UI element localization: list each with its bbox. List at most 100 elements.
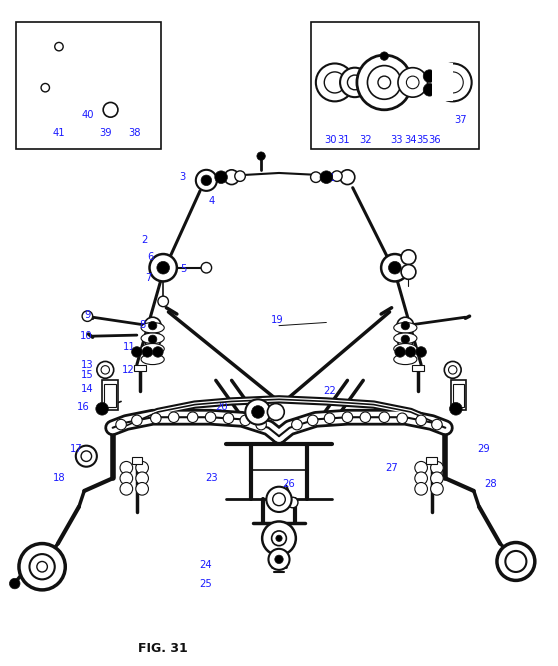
Circle shape — [97, 362, 114, 378]
Circle shape — [262, 521, 296, 555]
Text: 23: 23 — [205, 474, 218, 484]
Text: 39: 39 — [99, 128, 112, 138]
Circle shape — [367, 65, 401, 99]
Circle shape — [240, 415, 251, 426]
Text: FIG. 31: FIG. 31 — [138, 642, 188, 655]
Text: 33: 33 — [391, 135, 403, 145]
Bar — [102, 380, 118, 410]
Circle shape — [406, 76, 419, 89]
Text: 41: 41 — [52, 128, 65, 138]
Circle shape — [136, 482, 148, 495]
Circle shape — [116, 420, 126, 430]
Text: 11: 11 — [123, 342, 136, 352]
Text: 15: 15 — [81, 370, 94, 380]
Text: 30: 30 — [324, 135, 337, 145]
Circle shape — [144, 317, 161, 334]
Text: 1: 1 — [329, 173, 335, 183]
Circle shape — [388, 262, 401, 274]
Circle shape — [398, 68, 427, 97]
Text: 3: 3 — [179, 172, 185, 182]
Ellipse shape — [141, 344, 164, 354]
Bar — [311, 23, 479, 149]
Text: 17: 17 — [69, 444, 82, 454]
Circle shape — [81, 451, 92, 462]
Text: 35: 35 — [416, 135, 429, 145]
Bar — [451, 380, 466, 410]
Circle shape — [267, 404, 284, 420]
Circle shape — [136, 472, 148, 485]
Bar — [432, 63, 453, 101]
Circle shape — [435, 71, 445, 81]
Circle shape — [275, 555, 283, 563]
Circle shape — [215, 171, 228, 184]
Circle shape — [268, 549, 290, 570]
Bar — [453, 384, 464, 407]
Circle shape — [415, 482, 427, 495]
Circle shape — [416, 415, 426, 426]
Circle shape — [153, 347, 163, 357]
Circle shape — [223, 413, 234, 424]
Bar — [134, 364, 146, 371]
Text: 29: 29 — [477, 444, 489, 454]
Circle shape — [311, 172, 321, 182]
Text: 12: 12 — [122, 365, 135, 375]
Text: 27: 27 — [385, 463, 398, 473]
Circle shape — [103, 103, 118, 117]
Circle shape — [434, 63, 472, 101]
Text: 20: 20 — [215, 402, 228, 412]
Circle shape — [148, 322, 157, 330]
Circle shape — [397, 317, 414, 334]
Circle shape — [380, 52, 388, 61]
Circle shape — [235, 171, 246, 181]
Circle shape — [37, 561, 47, 572]
Circle shape — [142, 347, 153, 357]
Circle shape — [431, 472, 443, 485]
Text: 9: 9 — [84, 310, 90, 320]
Text: 2: 2 — [141, 235, 147, 245]
Circle shape — [132, 415, 142, 426]
Circle shape — [316, 63, 354, 101]
Circle shape — [449, 366, 457, 374]
Circle shape — [55, 43, 63, 51]
Circle shape — [432, 420, 442, 430]
Circle shape — [136, 462, 148, 474]
Circle shape — [340, 68, 369, 97]
Circle shape — [397, 331, 414, 348]
Circle shape — [144, 331, 161, 348]
Circle shape — [76, 446, 97, 467]
Circle shape — [342, 412, 353, 422]
Circle shape — [423, 70, 436, 83]
Text: 32: 32 — [359, 135, 372, 145]
Circle shape — [360, 412, 371, 422]
Text: 31: 31 — [337, 135, 349, 145]
Ellipse shape — [141, 354, 164, 364]
Circle shape — [150, 254, 177, 282]
Circle shape — [331, 171, 342, 181]
Circle shape — [266, 487, 292, 512]
Circle shape — [416, 347, 426, 357]
Circle shape — [444, 362, 461, 378]
Bar — [132, 458, 142, 464]
Circle shape — [9, 578, 20, 589]
Text: 14: 14 — [81, 384, 94, 394]
Circle shape — [201, 175, 211, 186]
Circle shape — [120, 482, 133, 495]
Circle shape — [497, 543, 535, 580]
Circle shape — [256, 420, 266, 430]
Text: 26: 26 — [282, 479, 295, 489]
Circle shape — [431, 482, 443, 495]
Circle shape — [30, 554, 55, 579]
Circle shape — [187, 412, 198, 422]
Circle shape — [157, 262, 170, 274]
Circle shape — [378, 76, 391, 89]
Circle shape — [287, 498, 298, 507]
Circle shape — [224, 170, 239, 184]
Text: 19: 19 — [271, 316, 283, 326]
Circle shape — [450, 402, 462, 415]
Ellipse shape — [394, 354, 417, 364]
Text: 24: 24 — [199, 559, 211, 569]
Text: 13: 13 — [81, 360, 94, 370]
Text: 28: 28 — [484, 479, 497, 489]
Circle shape — [442, 72, 463, 93]
Circle shape — [101, 366, 109, 374]
